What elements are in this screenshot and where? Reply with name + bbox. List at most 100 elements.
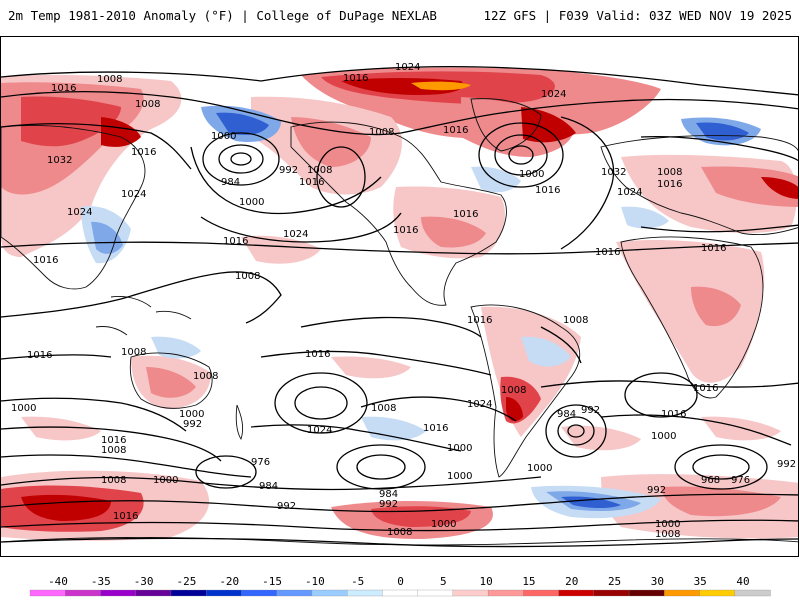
- isobar-label: 992: [277, 501, 296, 512]
- scale-swatch: [311, 589, 348, 597]
- isobar-label: 984: [557, 409, 576, 420]
- isobar-label: 1000: [527, 463, 552, 474]
- isobar-label: 1000: [655, 519, 680, 530]
- isobar-label: 1024: [307, 425, 332, 436]
- scale-tick-label: 20: [565, 575, 578, 588]
- isobar-label: 1008: [121, 347, 146, 358]
- isobar-label: 1008: [387, 527, 412, 538]
- scale-tick-label: 30: [651, 575, 664, 588]
- scale-tick-label: 15: [522, 575, 535, 588]
- isobar-label: 1016: [657, 179, 682, 190]
- scale-swatch: [346, 589, 384, 597]
- isobar-label: 992: [279, 165, 298, 176]
- scale-tick-label: -5: [351, 575, 364, 588]
- scale-swatch: [65, 589, 102, 597]
- isobar-label: 1008: [371, 403, 396, 414]
- isobar-label: 1000: [211, 131, 236, 142]
- scale-swatch: [523, 589, 560, 597]
- scale-swatch: [487, 589, 524, 597]
- isobar-label: 1016: [701, 243, 726, 254]
- isobar-label: 1016: [393, 225, 418, 236]
- isobar-label: 1000: [179, 409, 204, 420]
- scale-swatch: [417, 589, 454, 597]
- isobar-label: 1024: [121, 189, 146, 200]
- isobar-label: 1000: [431, 519, 456, 530]
- scale-tick-label: -30: [134, 575, 154, 588]
- isobar-label: 968: [701, 475, 720, 486]
- scale-swatch: [734, 589, 771, 597]
- scale-swatch: [664, 589, 701, 597]
- scale-swatch: [206, 589, 243, 597]
- scale-tick-label: -10: [305, 575, 325, 588]
- scale-tick-label: -40: [48, 575, 68, 588]
- isobar-label: 1008: [307, 165, 332, 176]
- isobar-label: 1032: [601, 167, 626, 178]
- scale-tick-label: 0: [397, 575, 404, 588]
- isobar-label: 1016: [423, 423, 448, 434]
- header: 2m Temp 1981-2010 Anomaly (°F) | College…: [0, 0, 800, 34]
- color-scale: -40 -35 -30 -25 -20 -15 -10 -5 0 5 10 15 20 25 30 35 40: [29, 575, 771, 597]
- isobar-label: 1008: [501, 385, 526, 396]
- isobar-label: 1016: [27, 350, 52, 361]
- scale-tick-label: 10: [480, 575, 493, 588]
- scale-tick-label: -35: [91, 575, 111, 588]
- scale-tick-label: -25: [177, 575, 197, 588]
- isobar-label: 1024: [283, 229, 308, 240]
- isobar-label: 1016: [661, 409, 686, 420]
- scale-swatch: [558, 589, 595, 597]
- scale-swatch: [100, 589, 137, 597]
- scale-tick-label: 25: [608, 575, 621, 588]
- isobar-labels: 1024 1016 1016 1008 1008 1000 984 992 10…: [11, 62, 796, 540]
- isobar-label: 1016: [131, 147, 156, 158]
- isobar-label: 1008: [657, 167, 682, 178]
- scale-tick-label: 35: [694, 575, 707, 588]
- isobar-label: 992: [581, 405, 600, 416]
- isobar-label: 1008: [655, 529, 680, 540]
- isobar-label: 1016: [693, 383, 718, 394]
- isobar-label: 1008: [101, 475, 126, 486]
- isobar-label: 1016: [343, 73, 368, 84]
- isobar-label: 1016: [535, 185, 560, 196]
- scale-swatch: [135, 589, 172, 597]
- isobar-label: 1000: [519, 169, 544, 180]
- warm-anomaly-shading: [1, 67, 798, 541]
- isobar-label: 1016: [305, 349, 330, 360]
- isobars: [1, 65, 798, 548]
- isobar-label: 992: [777, 459, 796, 470]
- isobar-label: 1024: [617, 187, 642, 198]
- isobar-label: 984: [221, 177, 240, 188]
- isobar-label: 1008: [101, 445, 126, 456]
- isobar-label: 1016: [595, 247, 620, 258]
- isobar-label: 1000: [447, 443, 472, 454]
- scale-swatch: [241, 589, 278, 597]
- scale-tick-label: 40: [736, 575, 749, 588]
- scale-swatch: [699, 589, 736, 597]
- scale-swatch: [628, 589, 665, 597]
- scale-tick-label: -15: [262, 575, 282, 588]
- isobar-label: 976: [251, 457, 270, 468]
- scale-swatch: [276, 589, 313, 597]
- anomaly-map[interactable]: 1024 1016 1016 1008 1008 1000 984 992 10…: [0, 36, 799, 557]
- isobar-label: 1016: [113, 511, 138, 522]
- isobar-label: 1008: [135, 99, 160, 110]
- isobar-label: 1016: [223, 236, 248, 247]
- scale-swatch: [452, 589, 489, 597]
- isobar-label: 1008: [235, 271, 260, 282]
- isobar-label: 1008: [97, 74, 122, 85]
- isobar-label: 1016: [299, 177, 324, 188]
- isobar-label: 1000: [447, 471, 472, 482]
- isobar-label: 1024: [67, 207, 92, 218]
- isobar-label: 992: [647, 485, 666, 496]
- isobar-label: 1016: [51, 83, 76, 94]
- isobar-label: 1024: [395, 62, 420, 73]
- color-scale-legend: -40 -35 -30 -25 -20 -15 -10 -5 0 5 10 15 20 25 30 35 40: [0, 560, 800, 600]
- isobar-label: 1016: [101, 435, 126, 446]
- isobar-label: 1000: [651, 431, 676, 442]
- scale-tick-label: 5: [440, 575, 447, 588]
- scale-swatches: [29, 589, 771, 597]
- isobar-label: 1016: [443, 125, 468, 136]
- model-run-info: 12Z GFS | F039 Valid: 03Z WED NOV 19 202…: [483, 8, 792, 23]
- scale-swatch: [170, 589, 207, 597]
- scale-swatch: [29, 589, 66, 597]
- isobar-label: 1016: [453, 209, 478, 220]
